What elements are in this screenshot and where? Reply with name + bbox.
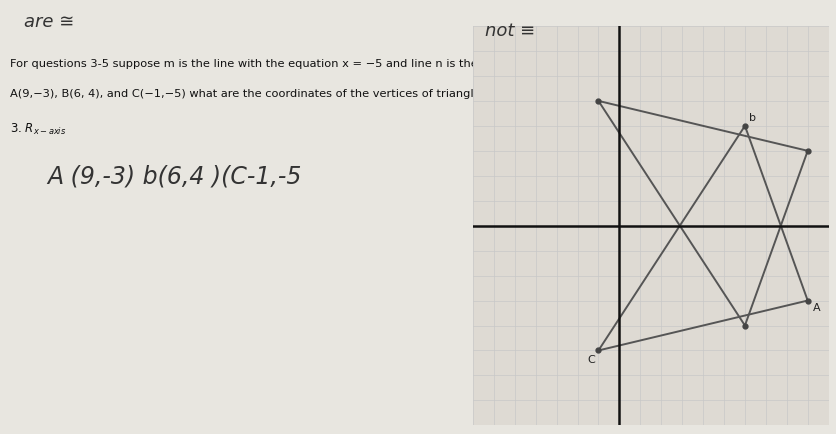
Text: C: C — [587, 355, 594, 365]
Text: A: A — [812, 303, 819, 313]
Text: A(9,−3), B(6, 4), and C(−1,−5) what are the coordinates of the vertices of trian: A(9,−3), B(6, 4), and C(−1,−5) what are … — [9, 89, 645, 99]
Text: For questions 3-5 suppose m is the line with the equation x = −5 and line n is t: For questions 3-5 suppose m is the line … — [9, 59, 657, 69]
Text: b: b — [748, 113, 755, 123]
Text: not ≡: not ≡ — [485, 22, 535, 39]
Text: are ≅: are ≅ — [23, 13, 74, 31]
Text: 3. $R_{x-axis}$: 3. $R_{x-axis}$ — [9, 122, 66, 137]
Text: A (9,-3) b(6,4 )(C-1,-5: A (9,-3) b(6,4 )(C-1,-5 — [48, 165, 302, 189]
